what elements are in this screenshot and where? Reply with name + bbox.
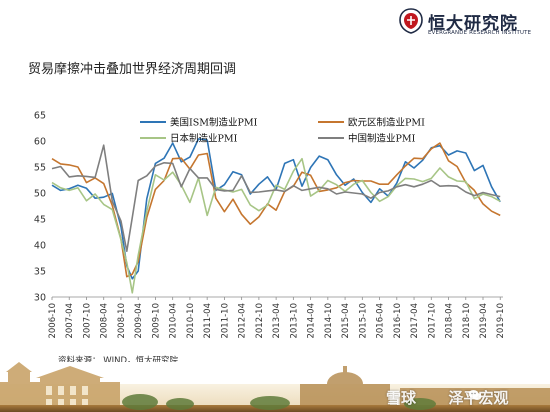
brand-en-name: EVERGRANDE RESEARCH INSTITUTE <box>428 30 532 36</box>
x-tick-label: 2018-04 <box>445 303 455 339</box>
x-tick-label: 2006-10 <box>48 303 58 339</box>
y-tick-label: 45 <box>34 215 46 226</box>
x-tick-label: 2007-04 <box>65 303 75 339</box>
watermark-text: 雪球 泽平宏观 <box>386 387 509 408</box>
x-tick-label: 2011-04 <box>203 303 213 339</box>
source-note: 资料来源： WIND，恒大研究院 <box>58 356 179 366</box>
series-line-1 <box>51 142 501 278</box>
y-tick-label: 65 <box>34 111 46 122</box>
page-title: 贸易摩擦冲击叠加世界经济周期回调 <box>28 62 237 77</box>
series-line-3 <box>51 144 501 252</box>
x-tick-label: 2018-10 <box>462 303 472 339</box>
legend-label: 中国制造业PMI <box>348 133 416 145</box>
x-tick-label: 2008-10 <box>117 303 127 339</box>
x-tick-label: 2014-04 <box>307 303 317 339</box>
brand-mark-icon <box>399 8 423 34</box>
x-tick-label: 2011-10 <box>220 303 230 339</box>
x-tick-label: 2019-04 <box>479 303 489 339</box>
x-tick-label: 2010-04 <box>169 303 179 339</box>
y-tick-label: 50 <box>34 189 46 200</box>
x-tick-label: 2012-10 <box>255 303 265 339</box>
x-tick-label: 2010-10 <box>186 303 196 339</box>
x-tick-label: 2013-04 <box>272 303 282 339</box>
x-tick-label: 2019-10 <box>496 303 506 339</box>
y-tick-label: 40 <box>34 241 46 252</box>
y-tick-label: 60 <box>34 137 46 148</box>
x-tick-label: 2016-04 <box>376 303 386 339</box>
brand-cn-name: 恒大研究院 <box>428 14 518 34</box>
watermark-left: 雪球 <box>386 389 417 407</box>
chart-axes: 30 35 40 45 50 55 60 65 2006-10 2007-04 2007-10 200… <box>34 111 506 339</box>
brand-logo: 恒大研究院 EVERGRANDE RESEARCH INSTITUTE <box>398 6 548 40</box>
chart-legend: 美国ISM制造业PMI 欧元区制造业PMI 日本制造业PMI 中国制造业PMI <box>140 117 425 145</box>
x-tick-label: 2008-04 <box>100 303 110 339</box>
x-tick-label: 2015-04 <box>341 303 351 339</box>
legend-label: 日本制造业PMI <box>170 133 238 145</box>
series-line-2 <box>51 157 501 294</box>
x-tick-label: 2012-04 <box>238 303 248 339</box>
x-tick-label: 2017-10 <box>427 303 437 339</box>
x-tick-label: 2007-10 <box>82 303 92 339</box>
wechat-icon <box>468 390 482 400</box>
x-tick-label: 2015-10 <box>358 303 368 339</box>
y-tick-label: 35 <box>34 267 46 278</box>
x-tick-label: 2017-04 <box>410 303 420 339</box>
footer-banner <box>0 362 550 412</box>
x-tick-label: 2016-10 <box>393 303 403 339</box>
x-tick-label: 2009-04 <box>134 303 144 339</box>
y-tick-label: 30 <box>34 293 46 304</box>
chart-series-lines <box>51 138 501 294</box>
x-tick-label: 2009-10 <box>151 303 161 339</box>
x-tick-label: 2014-10 <box>324 303 334 339</box>
legend-label: 欧元区制造业PMI <box>348 117 425 129</box>
x-tick-label: 2013-10 <box>289 303 299 339</box>
legend-label: 美国ISM制造业PMI <box>170 117 258 129</box>
y-tick-label: 55 <box>34 163 46 174</box>
